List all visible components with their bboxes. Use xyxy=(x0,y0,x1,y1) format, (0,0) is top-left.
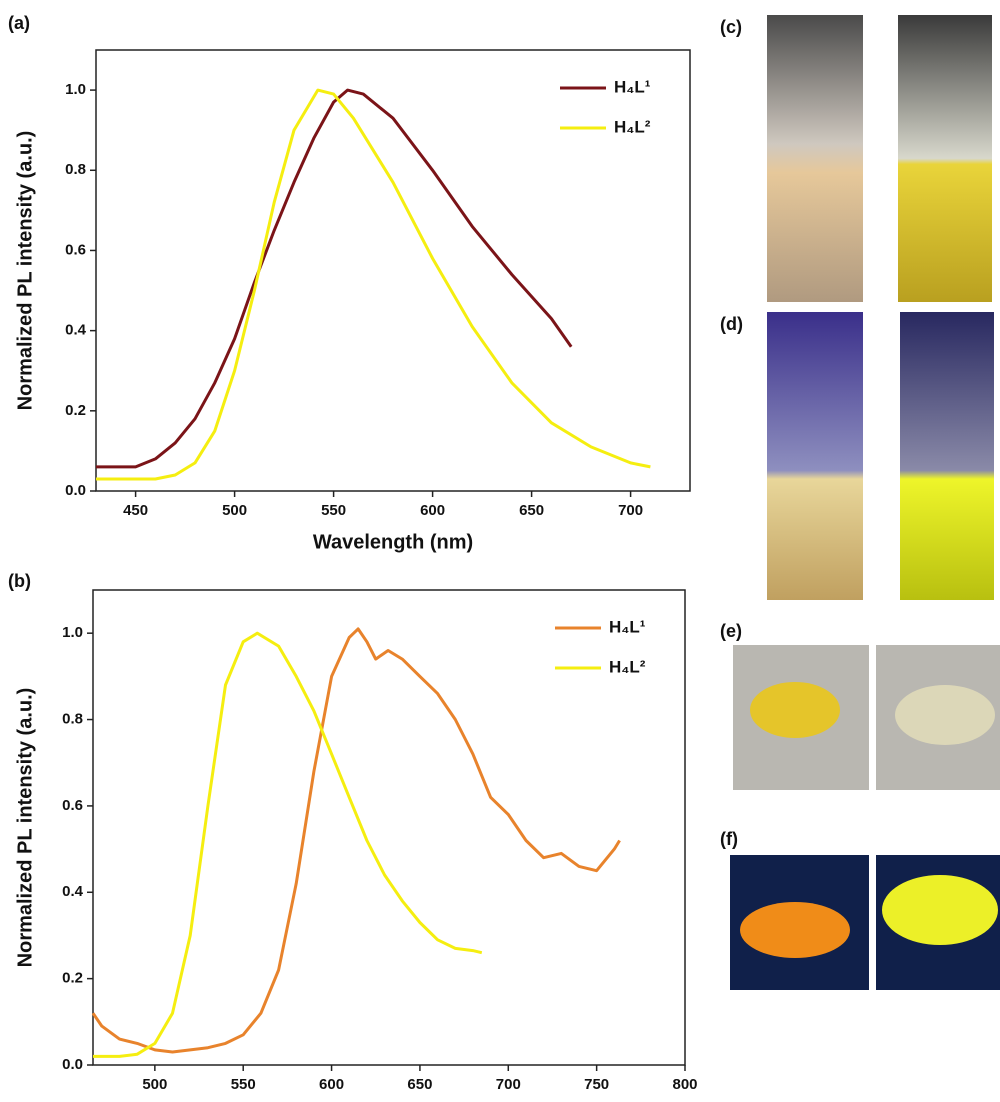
photo-powder xyxy=(882,875,998,945)
y-tick-label: 1.0 xyxy=(62,624,83,641)
photo-vial xyxy=(898,15,992,302)
x-tick-label: 650 xyxy=(407,1076,432,1093)
photo-powder xyxy=(750,682,840,738)
plot-frame xyxy=(96,50,690,491)
panel-label: (b) xyxy=(8,571,31,591)
legend-label: H₄L² xyxy=(614,117,651,136)
y-tick-label: 0.6 xyxy=(65,241,86,258)
x-tick-label: 500 xyxy=(142,1076,167,1093)
x-tick-label: 800 xyxy=(672,1076,697,1093)
photos: (c) (d) (e) (f) xyxy=(720,15,1000,990)
x-tick-label: 700 xyxy=(618,502,643,519)
y-tick-label: 0.4 xyxy=(65,322,87,339)
panel-label: (a) xyxy=(8,13,30,33)
x-tick-label: 450 xyxy=(123,502,148,519)
y-tick-label: 0.2 xyxy=(65,402,86,419)
y-tick-label: 0.0 xyxy=(65,482,86,499)
panel-label: (f) xyxy=(720,829,738,849)
panel-label: (e) xyxy=(720,621,742,641)
y-tick-label: 0.8 xyxy=(65,161,86,178)
y-tick-label: 1.0 xyxy=(65,81,86,98)
data-line xyxy=(96,90,571,467)
x-tick-label: 500 xyxy=(222,502,247,519)
y-tick-label: 0.4 xyxy=(62,883,84,900)
plot-frame xyxy=(93,590,685,1065)
y-tick-label: 0.6 xyxy=(62,797,83,814)
y-axis-title: Normalized PL intensity (a.u.) xyxy=(14,688,36,968)
photo-vial xyxy=(767,312,863,600)
panel-label: (c) xyxy=(720,17,742,37)
photo-vial xyxy=(900,312,994,600)
legend-label: H₄L¹ xyxy=(614,77,651,96)
x-tick-label: 750 xyxy=(584,1076,609,1093)
x-tick-label: 600 xyxy=(319,1076,344,1093)
x-tick-label: 600 xyxy=(420,502,445,519)
data-line xyxy=(96,90,650,479)
legend-label: H₄L² xyxy=(609,657,646,676)
photo-powder xyxy=(895,685,995,745)
photo-vial xyxy=(767,15,863,302)
data-line xyxy=(93,629,620,1052)
x-tick-label: 650 xyxy=(519,502,544,519)
x-tick-label: 550 xyxy=(231,1076,256,1093)
y-tick-label: 0.0 xyxy=(62,1056,83,1073)
x-axis-title: Wavelength (nm) xyxy=(313,531,473,553)
figure: (c) (d) (e) (f) (a) 450 500 550 600 650 700 0.0… xyxy=(0,0,1000,1102)
y-tick-label: 0.8 xyxy=(62,711,83,728)
data-line xyxy=(93,633,482,1056)
x-tick-label: 700 xyxy=(496,1076,521,1093)
panel-label: (d) xyxy=(720,314,743,334)
legend-label: H₄L¹ xyxy=(609,617,646,636)
photo-powder xyxy=(740,902,850,958)
x-tick-label: 550 xyxy=(321,502,346,519)
y-tick-label: 0.2 xyxy=(62,970,83,987)
y-axis-title: Normalized PL intensity (a.u.) xyxy=(14,131,36,411)
